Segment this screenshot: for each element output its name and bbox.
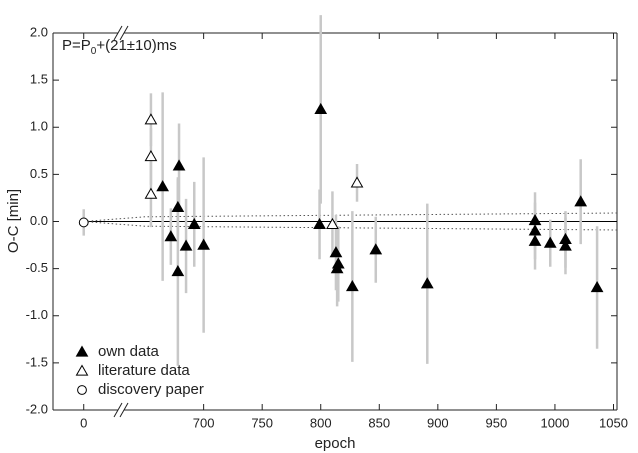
fit-line (83, 212, 618, 222)
x-tick-label: 850 (368, 415, 390, 430)
y-tick-label: -2.0 (26, 401, 48, 416)
axis-break (113, 402, 123, 418)
axis-break (119, 25, 129, 41)
marker (314, 102, 328, 114)
marker (420, 277, 434, 289)
legend-marker (77, 385, 87, 395)
y-tick-label: 1.5 (30, 72, 48, 87)
marker (528, 224, 542, 236)
legend-marker (75, 345, 89, 357)
legend-label: literature data (98, 362, 190, 379)
x-tick-label: 900 (427, 415, 449, 430)
x-axis-label: epoch (315, 435, 356, 452)
marker (369, 243, 383, 255)
marker (172, 159, 186, 171)
x-tick-label: 700 (193, 415, 215, 430)
marker (144, 149, 158, 162)
marker (78, 217, 89, 228)
marker (313, 217, 326, 229)
y-tick-label: 2.0 (30, 24, 48, 39)
marker (590, 280, 604, 293)
legend-label: own data (98, 343, 160, 360)
marker (350, 176, 364, 188)
y-tick-label: -1.5 (26, 354, 48, 369)
marker (559, 239, 572, 251)
y-tick-label: -0.5 (26, 260, 48, 275)
legend-label: discovery paper (98, 381, 204, 398)
y-axis-label: O-C [min] (5, 189, 22, 253)
marker (144, 187, 158, 199)
marker (331, 257, 345, 269)
marker (543, 236, 557, 248)
marker (326, 217, 339, 229)
y-tick-label: 0.0 (30, 213, 48, 228)
marker (144, 113, 158, 125)
marker (164, 230, 178, 242)
axis-break (119, 402, 129, 418)
marker (171, 200, 185, 212)
annotation: P=P0+(21±10)ms (62, 37, 177, 57)
marker (329, 246, 343, 258)
x-tick-label: 750 (251, 415, 273, 430)
x-tick-label: 800 (310, 415, 332, 430)
axis-break (113, 25, 123, 41)
marker (528, 214, 542, 226)
marker (345, 280, 359, 292)
x-tick-label: 950 (486, 415, 508, 430)
x-tick-label: 0 (80, 415, 87, 430)
marker (171, 264, 185, 277)
annotation-text: P=P (62, 37, 91, 54)
annotation-subscript: 0 (91, 46, 97, 57)
annotation-suffix: +(21±10)ms (96, 37, 176, 54)
y-tick-label: -1.0 (26, 307, 48, 322)
y-tick-label: 0.5 (30, 166, 48, 181)
marker (179, 239, 193, 251)
marker (156, 180, 170, 192)
fit-line (83, 221, 618, 231)
y-tick-label: 1.0 (30, 119, 48, 134)
marker (197, 238, 210, 250)
x-tick-label: 1050 (599, 415, 628, 430)
legend-marker (75, 364, 89, 376)
marker (528, 234, 542, 246)
marker (574, 195, 588, 207)
marker (187, 217, 201, 229)
x-tick-label: 1000 (540, 415, 569, 430)
